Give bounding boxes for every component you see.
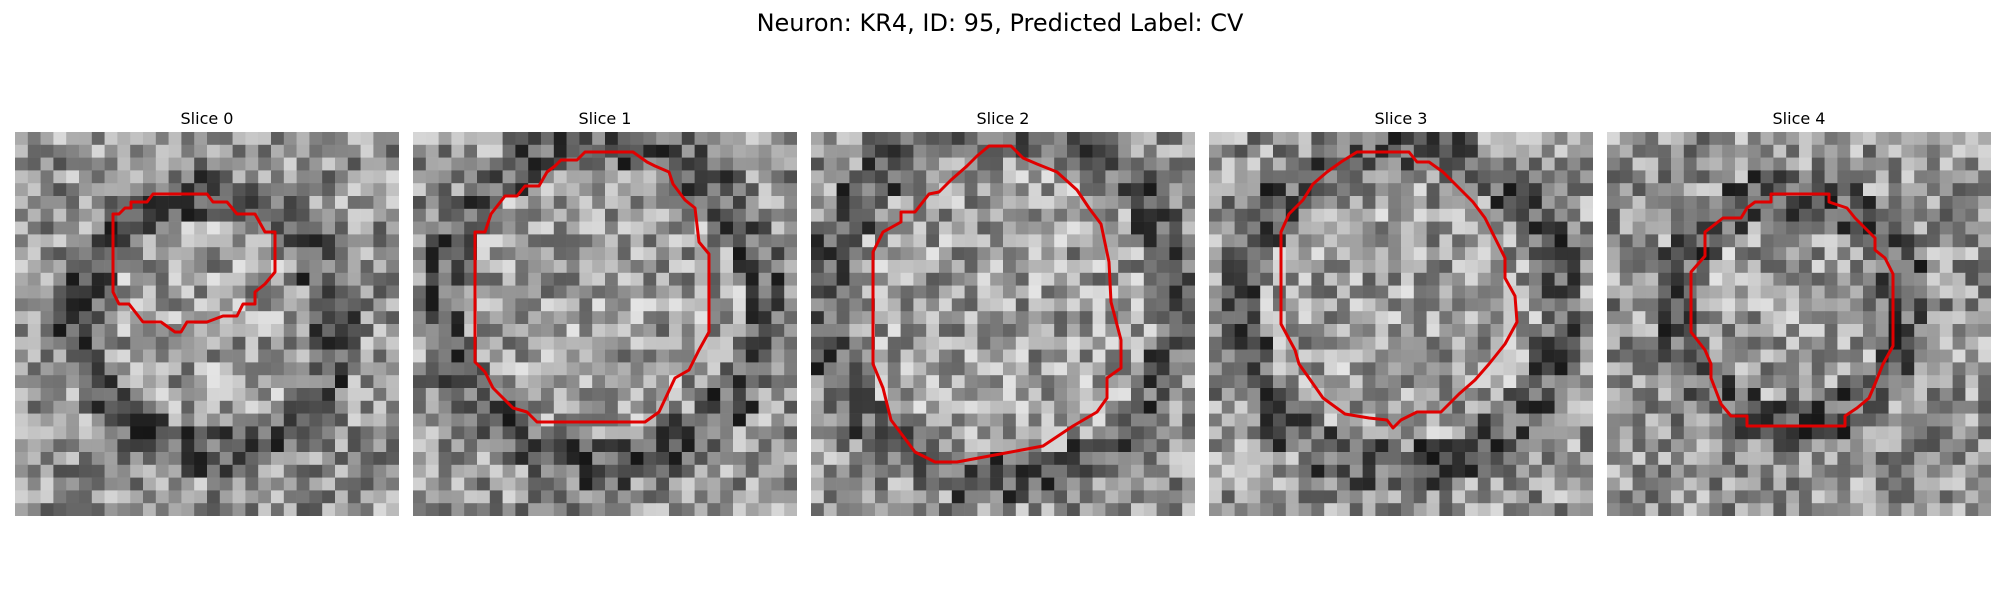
- mask-contour: [111, 192, 277, 334]
- slice-image: [811, 132, 1195, 516]
- slice-title: Slice 1: [578, 109, 632, 128]
- slice-title: Slice 2: [976, 109, 1030, 128]
- slice-panel-2: Slice 2: [811, 108, 1195, 516]
- slice-image-svg: [413, 132, 797, 516]
- slice-panel-1: Slice 1: [413, 108, 797, 516]
- slice-image-svg: [15, 132, 399, 516]
- mask-contour: [473, 150, 711, 424]
- slice-image: [1209, 132, 1593, 516]
- slice-panel-4: Slice 4: [1607, 108, 1991, 516]
- slice-image-svg: [1607, 132, 1991, 516]
- slice-title: Slice 0: [180, 109, 234, 128]
- slice-image-svg: [1209, 132, 1593, 516]
- slice-title: Slice 3: [1374, 109, 1428, 128]
- slice-panel-3: Slice 3: [1209, 108, 1593, 516]
- slice-image: [15, 132, 399, 516]
- mask-contour: [1689, 192, 1895, 428]
- slice-image: [1607, 132, 1991, 516]
- mask-contour: [871, 144, 1123, 464]
- slice-title: Slice 4: [1772, 109, 1826, 128]
- slice-image-svg: [811, 132, 1195, 516]
- mask-contour: [1279, 150, 1519, 430]
- slice-image: [413, 132, 797, 516]
- figure-title: Neuron: KR4, ID: 95, Predicted Label: CV: [756, 9, 1244, 37]
- slice-panel-0: Slice 0: [15, 108, 399, 516]
